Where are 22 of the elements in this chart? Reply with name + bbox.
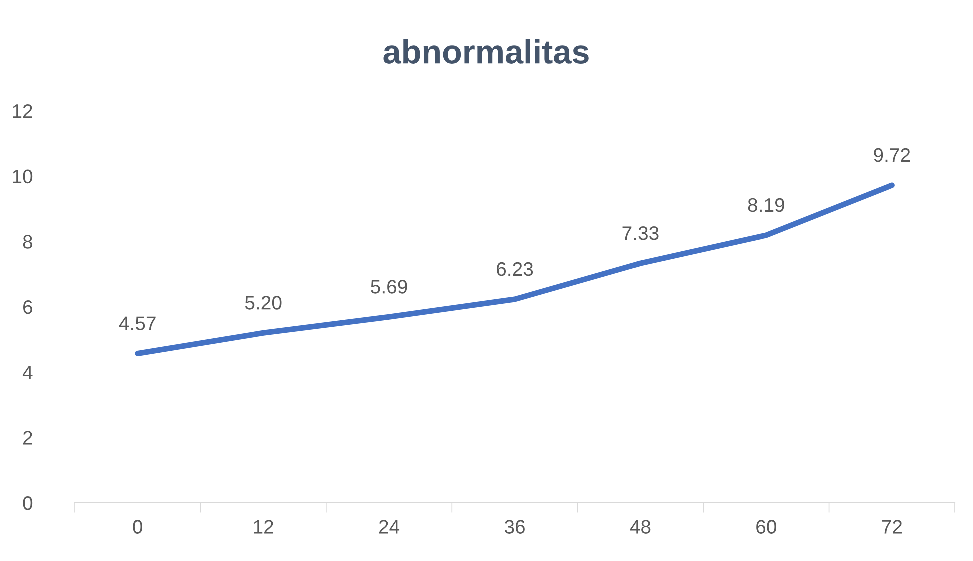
x-tick-label: 48 <box>630 520 651 534</box>
x-tick-label: 0 <box>133 520 143 534</box>
data-label: 6.23 <box>497 262 534 276</box>
y-tick-label: 0 <box>23 496 33 510</box>
y-tick-label: 8 <box>23 235 32 249</box>
data-label: 8.19 <box>748 198 784 212</box>
chart-title: abnormalitas <box>384 39 589 64</box>
x-tick-label: 36 <box>504 520 525 534</box>
data-label: 4.57 <box>119 316 156 330</box>
x-tick-label: 12 <box>254 520 274 534</box>
y-tick-label: 6 <box>24 300 32 314</box>
data-label: 7.33 <box>622 226 659 240</box>
data-label: 9.72 <box>874 148 910 162</box>
y-tick-label: 12 <box>13 104 32 118</box>
y-tick-label: 10 <box>13 170 33 184</box>
y-tick-label: 2 <box>24 431 32 445</box>
y-tick-label: 4 <box>22 366 33 380</box>
x-tick-label: 60 <box>756 520 776 534</box>
x-tick-label: 24 <box>379 520 400 534</box>
data-label: 5.20 <box>245 296 282 310</box>
x-tick-label: 72 <box>882 520 902 534</box>
data-label: 5.69 <box>371 280 408 294</box>
